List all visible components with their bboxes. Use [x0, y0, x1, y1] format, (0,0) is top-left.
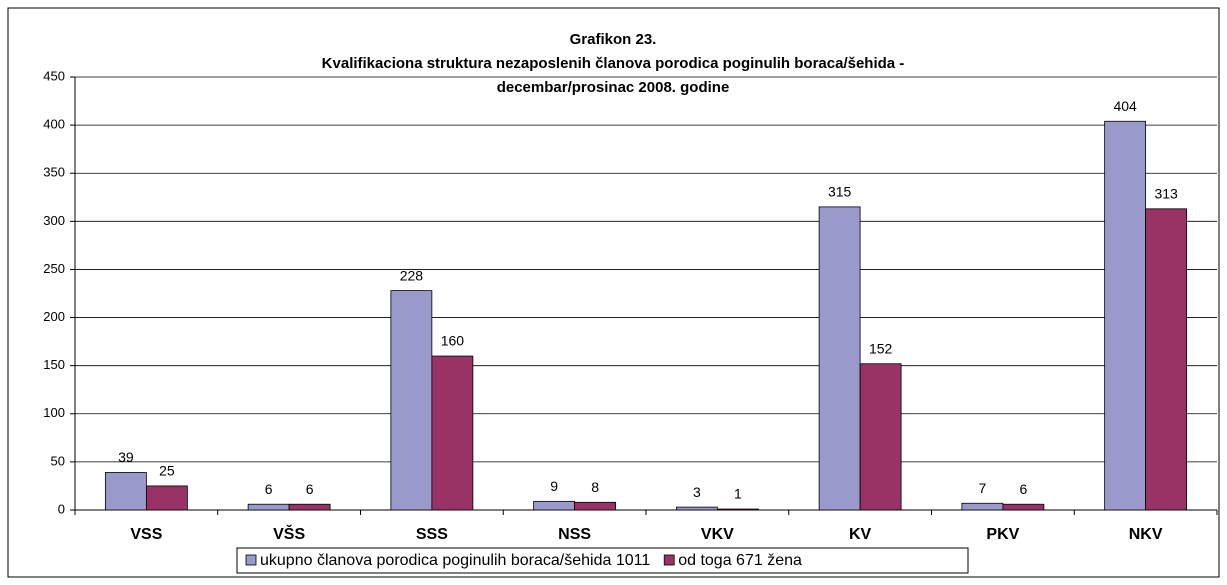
x-tick-label: KV — [849, 526, 872, 543]
chart-title: Grafikon 23. — [570, 31, 657, 48]
y-tick-label: 50 — [51, 453, 65, 468]
bar — [574, 501, 617, 511]
legend-swatch — [245, 554, 257, 566]
data-label: 313 — [1154, 186, 1178, 202]
y-tick-label: 200 — [43, 309, 65, 324]
data-label: 228 — [400, 267, 424, 283]
y-tick-label: 350 — [43, 165, 65, 180]
bar — [675, 506, 718, 511]
bar — [431, 355, 474, 511]
legend-swatch — [663, 554, 675, 566]
legend-label: od toga 671 žena — [678, 552, 802, 569]
y-tick-label: 0 — [58, 501, 65, 516]
x-tick-label: PKV — [986, 526, 1019, 543]
bar — [961, 502, 1004, 511]
bar — [247, 503, 290, 511]
x-tick-label: NSS — [558, 526, 591, 543]
data-label: 25 — [159, 463, 175, 479]
y-tick-label: 300 — [43, 213, 65, 228]
data-label: 6 — [1019, 481, 1027, 497]
bar — [390, 290, 433, 511]
data-label: 9 — [550, 478, 558, 494]
chart-border — [7, 7, 1220, 578]
data-label: 1 — [734, 486, 742, 502]
data-label: 3 — [693, 484, 701, 500]
chart-title: decembar/prosinac 2008. godine — [497, 79, 730, 96]
legend-box — [236, 547, 969, 574]
data-label: 315 — [828, 184, 852, 200]
data-label: 7 — [978, 480, 986, 496]
y-tick-label: 400 — [43, 117, 65, 132]
x-tick-label: SSS — [416, 526, 448, 543]
chart-title: Kvalifikaciona struktura nezaposlenih čl… — [322, 55, 905, 72]
data-label: 404 — [1113, 98, 1137, 114]
bar — [1002, 503, 1045, 511]
legend-label: ukupno članova porodica poginulih boraca… — [260, 552, 650, 569]
data-label: 8 — [591, 479, 599, 495]
x-tick-label: VŠS — [273, 524, 305, 543]
bar — [1145, 208, 1188, 511]
data-label: 6 — [306, 481, 314, 497]
y-tick-label: 150 — [43, 357, 65, 372]
x-tick-label: VKV — [701, 526, 734, 543]
bar — [716, 508, 759, 511]
bar — [859, 363, 902, 511]
data-label: 6 — [265, 481, 273, 497]
data-label: 152 — [869, 340, 893, 356]
bar — [288, 503, 331, 511]
data-label: 160 — [441, 333, 465, 349]
bar — [1104, 120, 1147, 511]
y-tick-label: 450 — [43, 68, 65, 83]
data-label: 39 — [118, 449, 134, 465]
y-tick-label: 250 — [43, 261, 65, 276]
bar — [145, 485, 188, 511]
bar — [818, 206, 861, 511]
y-tick-label: 100 — [43, 405, 65, 420]
bar — [533, 500, 576, 511]
x-tick-label: NKV — [1129, 526, 1163, 543]
bar — [104, 472, 147, 511]
x-tick-label: VSS — [130, 526, 162, 543]
